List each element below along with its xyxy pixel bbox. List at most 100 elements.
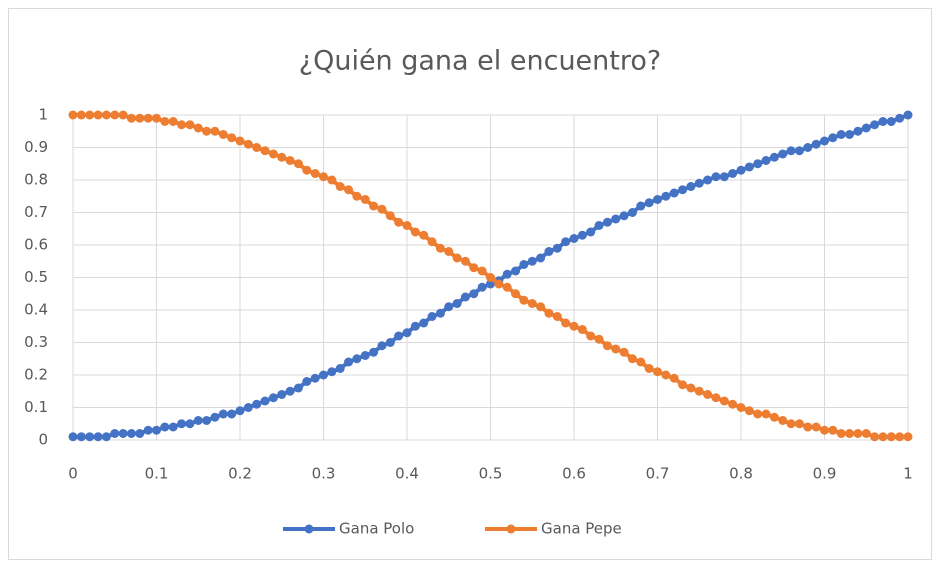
point	[828, 133, 838, 143]
point	[243, 403, 253, 412]
y-tick-label: 0.7	[24, 203, 48, 221]
point	[210, 412, 220, 422]
point	[285, 156, 295, 165]
point	[160, 117, 170, 126]
point	[636, 201, 646, 211]
point	[469, 263, 479, 273]
y-tick-label: 0.8	[24, 171, 48, 189]
point	[594, 221, 604, 230]
x-tick-label: 0.3	[312, 465, 336, 483]
point	[385, 211, 395, 221]
point	[227, 133, 237, 143]
point	[736, 403, 746, 412]
point	[753, 159, 763, 169]
point	[511, 289, 521, 299]
point	[469, 289, 479, 299]
point	[477, 266, 487, 276]
y-tick-label: 0.6	[24, 236, 48, 254]
point	[344, 185, 354, 195]
point	[686, 182, 696, 191]
point	[126, 113, 136, 123]
point	[761, 409, 771, 419]
point	[711, 393, 721, 403]
point	[310, 169, 320, 178]
point	[460, 292, 470, 302]
point	[335, 182, 345, 191]
point	[853, 429, 863, 438]
x-tick-label: 0.9	[813, 465, 837, 483]
point	[101, 110, 111, 120]
point	[569, 234, 579, 243]
point	[152, 113, 161, 123]
point	[711, 172, 721, 182]
x-tick-label: 0.8	[729, 465, 753, 483]
point	[335, 364, 345, 373]
point	[602, 341, 612, 351]
y-tick-label: 0.4	[24, 301, 48, 319]
point	[678, 380, 688, 390]
point	[143, 425, 153, 435]
point	[76, 432, 86, 442]
x-tick-label: 0.6	[562, 465, 586, 483]
point	[135, 113, 145, 123]
point	[794, 146, 804, 156]
legend-label: Gana Polo	[339, 520, 414, 538]
point	[845, 130, 855, 139]
point	[577, 230, 587, 240]
point	[703, 390, 713, 399]
point	[360, 351, 370, 360]
point	[68, 432, 78, 442]
point	[210, 126, 220, 136]
point	[502, 269, 512, 279]
point	[678, 185, 688, 195]
point	[160, 422, 170, 432]
point	[110, 429, 120, 438]
y-tick-label: 1	[38, 106, 48, 124]
point	[769, 412, 779, 422]
point	[561, 318, 571, 328]
x-tick-label: 1	[903, 465, 913, 483]
point	[903, 110, 913, 120]
point	[177, 120, 187, 130]
point	[669, 373, 679, 383]
point	[853, 126, 863, 136]
point	[452, 299, 462, 308]
point	[661, 191, 671, 201]
point	[435, 308, 445, 318]
point	[778, 149, 788, 159]
point	[76, 110, 86, 120]
point	[577, 325, 587, 334]
point	[786, 146, 796, 156]
point	[619, 211, 629, 221]
point	[878, 117, 888, 126]
point	[828, 425, 838, 435]
y-tick-label: 0.2	[24, 366, 48, 384]
point	[653, 367, 662, 377]
point	[586, 227, 596, 237]
point	[786, 419, 796, 429]
point	[820, 136, 829, 146]
point	[235, 406, 245, 416]
point	[435, 243, 445, 253]
point	[836, 130, 846, 139]
point	[686, 383, 696, 393]
point	[394, 331, 404, 341]
point	[744, 162, 754, 172]
point	[761, 156, 771, 165]
point	[377, 204, 387, 214]
point	[845, 429, 855, 438]
point	[344, 357, 354, 367]
point	[168, 117, 178, 126]
point	[118, 429, 128, 438]
point	[895, 113, 905, 123]
point	[611, 214, 621, 224]
point	[719, 396, 729, 406]
chart-border	[8, 8, 932, 560]
point	[736, 165, 746, 175]
point	[369, 347, 379, 357]
point	[811, 139, 821, 149]
point	[778, 416, 788, 425]
point	[85, 432, 95, 442]
point	[68, 110, 78, 120]
point	[644, 364, 654, 373]
